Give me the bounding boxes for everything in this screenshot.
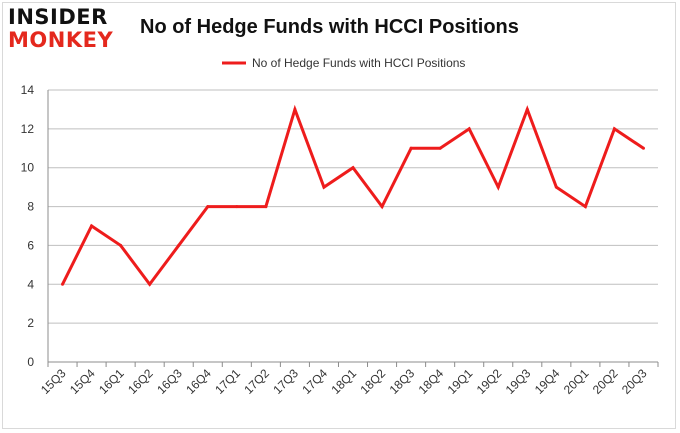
x-tick-label: 15Q4 — [67, 366, 98, 397]
x-tick-label: 16Q1 — [96, 366, 127, 397]
data-point — [177, 243, 181, 247]
y-axis-tick-labels: 0 2 4 6 8 10 12 14 — [21, 83, 35, 369]
data-point — [322, 185, 326, 189]
data-point — [264, 205, 268, 209]
y-tick-label: 0 — [27, 355, 34, 369]
data-point — [641, 146, 645, 150]
data-point — [119, 243, 123, 247]
x-axis-tick-labels: 15Q315Q416Q116Q216Q316Q417Q117Q217Q317Q4… — [38, 366, 650, 397]
legend-label: No of Hedge Funds with HCCI Positions — [252, 56, 465, 70]
x-tick-label: 19Q4 — [532, 366, 563, 397]
x-tick-label: 19Q1 — [445, 366, 476, 397]
x-tick-label: 16Q2 — [125, 366, 156, 397]
x-tick-label: 16Q4 — [183, 366, 214, 397]
x-tick-label: 17Q1 — [212, 366, 243, 397]
data-point — [583, 205, 587, 209]
logo-line-1: INSIDER — [8, 5, 108, 29]
data-point — [293, 107, 297, 111]
x-tick-label: 18Q1 — [328, 366, 359, 397]
data-point — [409, 146, 413, 150]
insider-monkey-logo: INSIDER MONKEY — [8, 7, 128, 51]
data-point — [148, 282, 152, 286]
y-tick-label: 4 — [27, 277, 34, 291]
series-line — [61, 104, 645, 287]
y-tick-label: 8 — [27, 200, 34, 214]
data-point — [525, 107, 529, 111]
data-point — [380, 205, 384, 209]
x-tick-label: 18Q3 — [387, 366, 418, 397]
data-point — [235, 205, 239, 209]
y-tick-label: 2 — [27, 316, 34, 330]
gridlines — [48, 89, 658, 324]
x-tick-label: 16Q3 — [154, 366, 185, 397]
x-tick-label: 20Q1 — [561, 366, 592, 397]
y-tick-label: 14 — [21, 83, 35, 97]
x-tick-label: 18Q4 — [416, 366, 447, 397]
data-point — [206, 205, 210, 209]
data-point — [467, 127, 471, 131]
data-point — [61, 282, 65, 286]
series-group — [61, 104, 645, 287]
chart-title: No of Hedge Funds with HCCI Positions — [140, 16, 519, 38]
chart-frame — [2, 2, 676, 429]
x-tick-label: 17Q4 — [299, 366, 330, 397]
x-tick-label: 19Q3 — [503, 366, 534, 397]
x-tick-label: 15Q3 — [38, 366, 69, 397]
x-tick-label: 17Q3 — [270, 366, 301, 397]
x-tick-label: 20Q2 — [590, 366, 621, 397]
y-tick-label: 12 — [21, 122, 35, 136]
axes — [47, 90, 659, 367]
data-point — [438, 146, 442, 150]
x-tick-label: 18Q2 — [358, 366, 389, 397]
legend: No of Hedge Funds with HCCI Positions — [222, 56, 465, 70]
y-tick-label: 10 — [21, 161, 35, 175]
data-point — [90, 224, 94, 228]
data-point — [351, 166, 355, 170]
logo-line-2: MONKEY — [8, 28, 114, 52]
x-tick-label: 20Q3 — [619, 366, 650, 397]
data-point — [612, 127, 616, 131]
data-point — [554, 185, 558, 189]
x-tick-label: 19Q2 — [474, 366, 505, 397]
data-point — [496, 185, 500, 189]
x-tick-label: 17Q2 — [241, 366, 272, 397]
y-tick-label: 6 — [27, 238, 34, 252]
